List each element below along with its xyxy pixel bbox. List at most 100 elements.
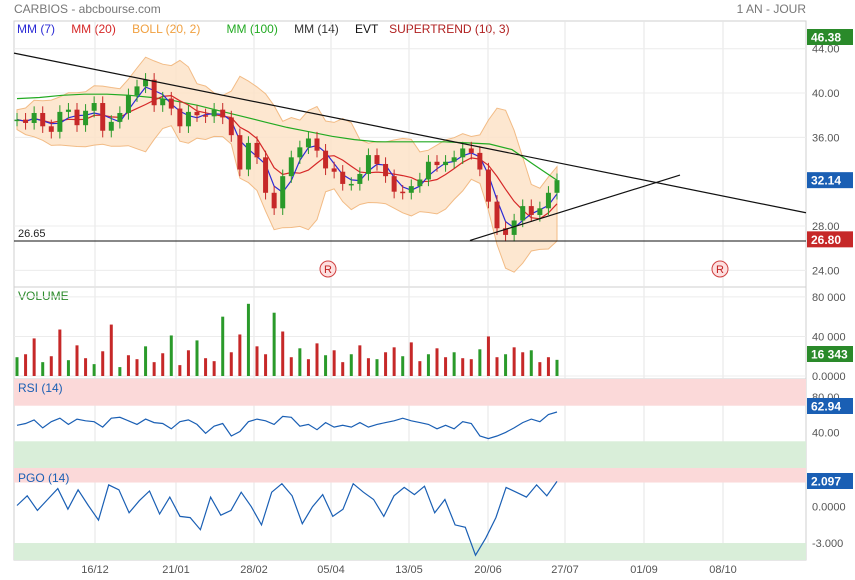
- candle-body: [477, 152, 483, 170]
- candle-body: [108, 121, 114, 131]
- pgo-upper-zone: [14, 468, 806, 483]
- candle-body: [314, 138, 320, 151]
- rsi-overbought-zone: [14, 379, 806, 406]
- indicator-legend: MM (7) MM (20) BOLL (20, 2) MM (100) MM (14)…: [17, 22, 510, 36]
- candle-body: [460, 148, 466, 158]
- volume-bar: [392, 347, 396, 376]
- volume-bar: [15, 357, 19, 376]
- pgo-lower-zone: [14, 543, 806, 560]
- volume-bar: [246, 303, 250, 376]
- x-tick-label-3: 05/04: [317, 564, 345, 576]
- support-price-badge-text: 26.80: [811, 233, 841, 247]
- volume-bar: [315, 343, 319, 376]
- candle-body: [220, 109, 226, 118]
- price-high-badge-text: 46.38: [811, 31, 841, 45]
- candle-body: [57, 111, 63, 132]
- candle-body: [374, 155, 380, 164]
- last-price-badge: [807, 172, 853, 189]
- legend-item-6: SUPERTREND (10, 3): [389, 22, 509, 36]
- rsi-y-tick-1: 40.00: [812, 427, 840, 439]
- price-y-tick-1: 40.00: [812, 88, 840, 100]
- candle-body: [305, 138, 311, 148]
- candle-body: [125, 95, 131, 113]
- rsi-oversold-zone: [14, 441, 806, 468]
- candle-body: [434, 161, 440, 166]
- volume-bar: [212, 361, 216, 376]
- volume-bar: [521, 352, 525, 376]
- volume-bar: [401, 356, 405, 376]
- candle-body: [348, 183, 354, 186]
- candle-body: [288, 157, 294, 177]
- last-price-badge-text: 32.14: [811, 174, 841, 188]
- volume-last-badge-text: 16 343: [811, 348, 848, 362]
- mm100-line: [16, 93, 558, 181]
- volume-bar: [375, 359, 379, 376]
- chart-source-title: CARBIOS - abcbourse.com: [14, 2, 161, 16]
- volume-bar: [204, 358, 208, 376]
- candle-body: [520, 206, 526, 221]
- candle-body: [40, 112, 46, 127]
- candle-body: [100, 103, 106, 131]
- candle-body: [263, 157, 269, 193]
- candle-body: [400, 191, 406, 194]
- price-y-tick-4: 24.00: [812, 265, 840, 277]
- candle-body: [245, 142, 251, 170]
- pgo-title: PGO (14): [18, 471, 69, 485]
- event-marker-label-0: R: [324, 264, 332, 276]
- event-marker-1: [711, 260, 729, 278]
- pgo-y-tick-2: -3.000: [812, 538, 843, 550]
- chart-period: 1 AN - JOUR: [737, 2, 807, 16]
- candle-body: [48, 126, 54, 132]
- candle-body: [211, 109, 217, 117]
- candle-body: [83, 110, 89, 126]
- candle-body: [485, 169, 491, 202]
- event-marker-0: [319, 260, 337, 278]
- candle-body: [177, 108, 183, 127]
- candle-body: [494, 201, 500, 229]
- candle-body: [203, 115, 209, 117]
- candle-body: [168, 98, 174, 109]
- volume-bar: [66, 360, 70, 376]
- volume-y-tick-2: 0.0000: [812, 371, 846, 383]
- volume-bar: [298, 348, 302, 376]
- rising-trendline: [469, 174, 681, 242]
- candle-body: [408, 186, 414, 193]
- x-tick-label-5: 20/06: [474, 564, 502, 576]
- candle-body: [383, 163, 389, 177]
- volume-bar: [529, 350, 533, 376]
- volume-title: VOLUME: [18, 289, 69, 303]
- volume-bar: [264, 354, 268, 376]
- rsi-line: [16, 411, 558, 440]
- candle-body: [297, 147, 303, 158]
- legend-item-3: MM (100): [227, 22, 278, 36]
- volume-bar: [538, 362, 542, 376]
- candle-body: [31, 112, 37, 123]
- volume-bar: [332, 350, 336, 376]
- candle-body: [74, 109, 80, 126]
- volume-bar: [349, 354, 353, 376]
- volume-bar: [135, 359, 139, 376]
- volume-bar: [178, 365, 182, 376]
- volume-bar: [58, 329, 62, 376]
- price-high-badge: [807, 29, 853, 45]
- candle-body: [331, 168, 337, 172]
- candle-body: [228, 117, 234, 136]
- volume-bar: [255, 346, 259, 376]
- volume-bar: [229, 352, 233, 376]
- volume-bar: [358, 345, 362, 376]
- volume-bar: [486, 336, 490, 376]
- candle-body: [23, 119, 29, 123]
- volume-bar: [452, 352, 456, 376]
- volume-bar: [341, 362, 345, 376]
- volume-bar: [126, 355, 130, 376]
- volume-y-tick-0: 80 000: [812, 292, 846, 304]
- volume-bar: [84, 358, 88, 376]
- legend-item-1: MM (20): [71, 22, 116, 36]
- candle-body: [425, 161, 431, 180]
- volume-bar: [384, 352, 388, 376]
- candle-body: [151, 79, 157, 106]
- candle-body: [451, 157, 457, 162]
- legend-item-4: MM (14): [294, 22, 339, 36]
- volume-bar: [92, 364, 96, 376]
